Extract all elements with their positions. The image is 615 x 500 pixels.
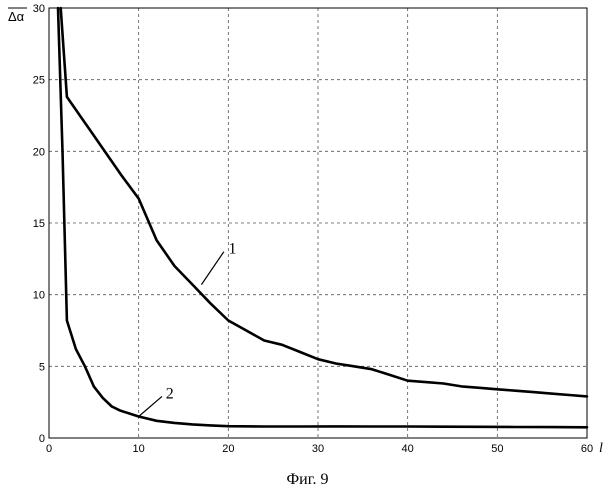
x-tick-label: 30 [312, 443, 324, 455]
curve-label-1: 1 [229, 241, 237, 258]
y-axis-label: Δα [8, 9, 25, 24]
y-tick-label: 30 [33, 3, 45, 15]
series-lines [58, 8, 587, 427]
grid [49, 8, 587, 438]
x-tick-label: 60 [581, 443, 593, 455]
y-tick-label: 10 [33, 290, 45, 302]
x-tick-label: 10 [133, 443, 145, 455]
y-tick-label: 20 [33, 146, 45, 158]
x-tick-label: 0 [46, 443, 52, 455]
annotation-leader-2 [139, 396, 162, 416]
y-tick-label: 0 [39, 433, 45, 445]
x-axis-label: l [599, 441, 603, 456]
x-tick-label: 40 [402, 443, 414, 455]
y-tick-label: 25 [33, 75, 45, 87]
x-tick-label: 20 [222, 443, 234, 455]
series-line-1 [61, 8, 587, 396]
curve-annotations: 12 [139, 241, 237, 417]
x-tick-label: 50 [491, 443, 503, 455]
y-tick-label: 5 [39, 361, 45, 373]
y-tick-label: 15 [33, 218, 45, 230]
curve-label-2: 2 [166, 385, 174, 402]
tick-labels: 0 10 20 30 40 50 60 0 5 10 15 20 25 30 [33, 3, 593, 455]
figure-caption: Фиг. 9 [0, 471, 615, 489]
annotation-leader-1 [201, 252, 223, 285]
series-line-2 [58, 8, 587, 427]
